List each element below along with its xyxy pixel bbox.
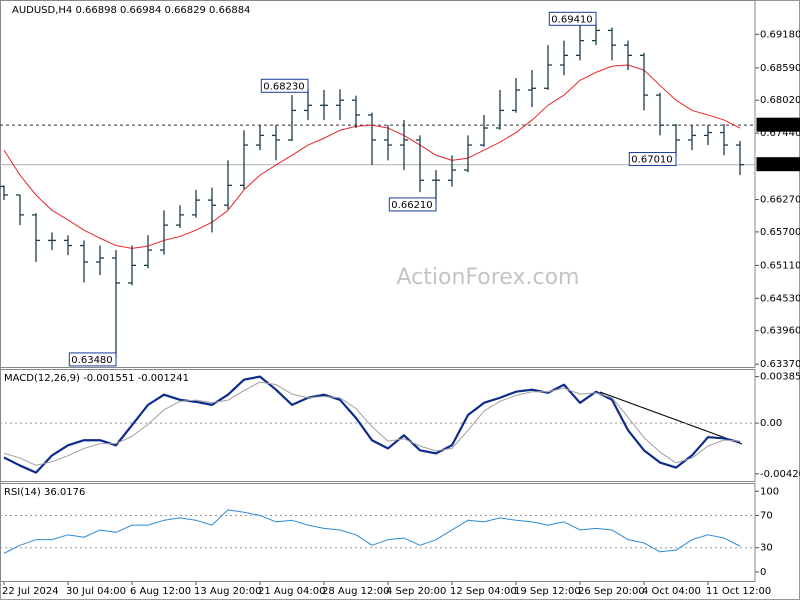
y-tick-label: 0.66270 — [760, 195, 800, 206]
price-annotation-box — [260, 78, 309, 93]
x-tick-label: 6 Aug 12:00 — [130, 586, 191, 597]
indicator-line — [3, 381, 741, 466]
price-annotation-box — [548, 11, 597, 26]
y-tick-label: 0.67440 — [760, 128, 800, 139]
y-tick-label: 0.003852 — [760, 372, 800, 383]
x-tick-label: 4 Oct 04:00 — [642, 586, 701, 597]
y-tick-label: 0.00 — [760, 418, 782, 429]
x-tick-label: 12 Sep 04:00 — [450, 586, 517, 597]
watermark: ActionForex.com — [397, 265, 580, 290]
price-annotation-box — [68, 352, 117, 367]
price-annotation: 0.67010 — [631, 155, 672, 166]
level-label: 0.67580 — [759, 120, 800, 131]
price-annotation: 0.68230 — [263, 81, 304, 92]
y-tick-label: 0.65110 — [760, 260, 800, 271]
x-tick-label: 28 Aug 12:00 — [322, 586, 389, 597]
pane-title: RSI(14) 36.0176 — [4, 487, 85, 498]
y-tick-label: 0.64530 — [760, 293, 800, 304]
trend-line — [599, 391, 743, 445]
x-tick-label: 30 Jul 04:00 — [66, 586, 126, 597]
y-tick-label: 0.68590 — [760, 63, 800, 74]
y-tick-label: 0.63960 — [760, 326, 800, 337]
x-tick-label: 4 Sep 20:00 — [386, 586, 446, 597]
pane-title: MACD(12,26,9) -0.001551 -0.001241 — [4, 373, 189, 384]
y-tick-label: 0 — [760, 567, 766, 578]
y-tick-label: 100 — [760, 486, 779, 497]
y-tick-label: 0.65700 — [760, 227, 800, 238]
indicator-line — [3, 375, 741, 474]
rsi-pane — [0, 483, 756, 582]
y-tick-label: 0.63370 — [760, 359, 800, 370]
y-tick-label: 30 — [760, 543, 773, 554]
y-tick-label: 0.69180 — [760, 29, 800, 40]
y-tick-label: -0.004204 — [760, 469, 800, 480]
price-annotation: 0.69410 — [551, 14, 592, 25]
x-tick-label: 19 Sep 12:00 — [514, 586, 581, 597]
x-tick-label: 26 Sep 20:00 — [578, 586, 645, 597]
price-annotation: 0.63480 — [71, 355, 112, 366]
x-tick-label: 13 Aug 20:00 — [194, 586, 261, 597]
pane-title: AUDUSD,H4 0.66898 0.66984 0.66829 0.6688… — [12, 5, 250, 16]
y-tick-label: 70 — [760, 510, 773, 521]
price-annotation-box — [628, 152, 677, 167]
price-annotation: 0.66210 — [391, 200, 432, 211]
y-tick-label: 0.68020 — [760, 95, 800, 106]
last-price-label: 0.66884 — [759, 160, 800, 171]
last-price-label-box — [756, 157, 800, 172]
x-tick-label: 21 Aug 04:00 — [258, 586, 325, 597]
indicator-line — [3, 509, 741, 554]
x-tick-label: 22 Jul 2024 — [2, 586, 59, 597]
x-tick-label: 11 Oct 12:00 — [706, 586, 771, 597]
macd-pane — [0, 369, 756, 482]
price-annotation-box — [388, 197, 437, 212]
price-pane — [0, 0, 756, 368]
level-label-box — [756, 117, 800, 132]
